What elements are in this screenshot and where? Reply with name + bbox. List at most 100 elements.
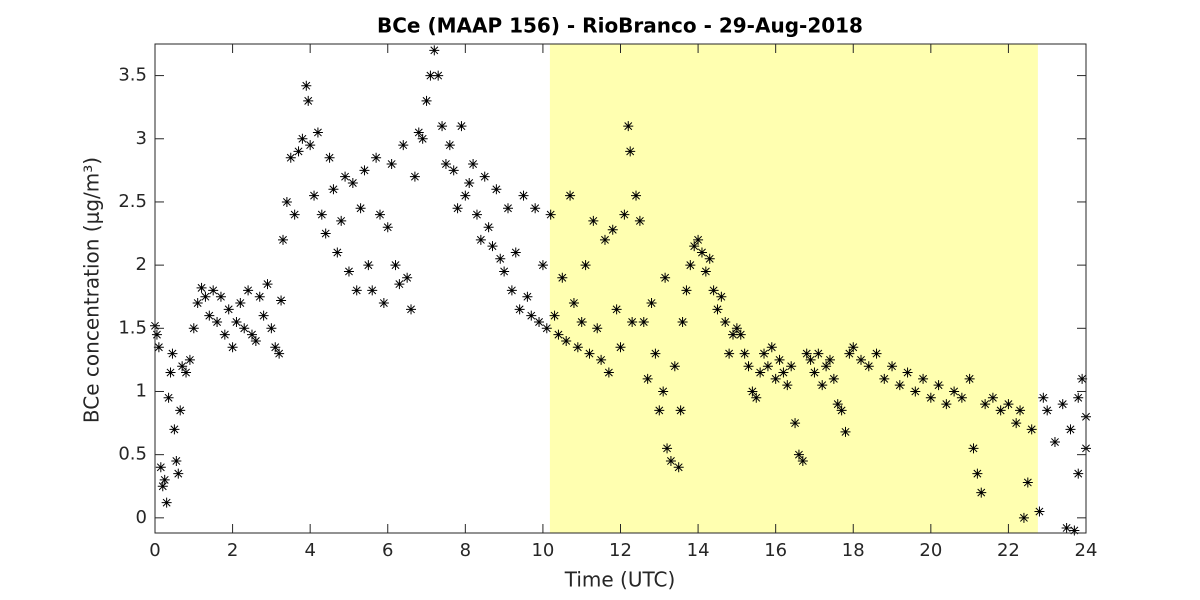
x-tick-label: 6 xyxy=(382,540,393,561)
data-point xyxy=(363,260,374,271)
data-point xyxy=(1003,399,1014,410)
data-point xyxy=(735,329,746,340)
data-point xyxy=(805,354,816,365)
data-point xyxy=(204,310,215,321)
y-tick-label: 2 xyxy=(136,254,147,275)
data-point xyxy=(276,295,287,306)
data-point xyxy=(980,399,991,410)
data-point xyxy=(266,323,277,334)
data-point xyxy=(320,228,331,239)
data-point xyxy=(522,291,533,302)
data-point xyxy=(456,121,467,132)
data-point xyxy=(727,329,738,340)
data-point xyxy=(832,399,843,410)
data-point xyxy=(534,316,545,327)
data-point xyxy=(634,215,645,226)
data-point xyxy=(347,177,358,188)
data-point xyxy=(856,354,867,365)
data-point xyxy=(305,140,316,151)
data-point xyxy=(669,361,680,372)
data-point xyxy=(343,266,354,277)
data-point xyxy=(592,323,603,334)
data-point xyxy=(1034,506,1045,517)
data-point xyxy=(506,285,517,296)
data-point xyxy=(1015,405,1026,416)
y-tick-label: 2.5 xyxy=(118,191,147,212)
data-point xyxy=(894,380,905,391)
data-point xyxy=(1011,418,1022,429)
data-point xyxy=(235,298,246,309)
data-point xyxy=(1042,405,1053,416)
data-point xyxy=(1073,392,1084,403)
data-point xyxy=(615,342,626,353)
data-point xyxy=(747,386,758,397)
data-point xyxy=(301,80,312,91)
data-point xyxy=(673,462,684,473)
data-point xyxy=(619,209,630,220)
data-point xyxy=(355,203,366,214)
data-point xyxy=(572,342,583,353)
data-point xyxy=(623,121,634,132)
data-point xyxy=(918,373,929,384)
data-point xyxy=(448,165,459,176)
data-point xyxy=(390,260,401,271)
data-point xyxy=(1038,392,1049,403)
data-point xyxy=(510,247,521,258)
y-tick-label: 1 xyxy=(136,380,147,401)
data-point xyxy=(289,209,300,220)
data-point xyxy=(762,361,773,372)
data-point xyxy=(188,323,199,334)
data-point xyxy=(433,70,444,81)
data-point xyxy=(541,323,552,334)
data-point xyxy=(406,304,417,315)
data-point xyxy=(479,171,490,182)
data-point xyxy=(995,405,1006,416)
data-point xyxy=(184,354,195,365)
data-point xyxy=(495,253,506,264)
data-point xyxy=(561,335,572,346)
data-point xyxy=(553,329,564,340)
data-point xyxy=(483,222,494,233)
x-tick-label: 14 xyxy=(687,540,710,561)
data-point xyxy=(215,291,226,302)
data-point xyxy=(386,159,397,170)
data-point xyxy=(475,234,486,245)
data-point xyxy=(739,348,750,359)
data-point xyxy=(181,367,192,378)
data-point xyxy=(351,285,362,296)
data-point xyxy=(607,224,618,235)
data-point xyxy=(689,241,700,252)
x-tick-label: 2 xyxy=(227,540,238,561)
data-point xyxy=(398,140,409,151)
data-point xyxy=(278,234,289,245)
x-tick-label: 8 xyxy=(460,540,471,561)
data-point xyxy=(1022,477,1033,488)
data-point xyxy=(312,127,323,138)
data-point xyxy=(1061,522,1072,533)
data-point xyxy=(452,203,463,214)
data-point xyxy=(332,247,343,258)
data-point xyxy=(340,171,351,182)
data-point xyxy=(813,348,824,359)
data-point xyxy=(192,298,203,309)
y-axis-label: BCe concentration (μg/m³) xyxy=(80,157,104,423)
x-tick-label: 18 xyxy=(842,540,865,561)
data-point xyxy=(526,310,537,321)
data-point xyxy=(627,316,638,327)
data-point xyxy=(1077,373,1088,384)
data-point xyxy=(239,323,250,334)
data-point xyxy=(309,190,320,201)
data-point xyxy=(394,279,405,290)
data-point xyxy=(336,215,347,226)
data-point xyxy=(468,159,479,170)
data-point xyxy=(163,392,174,403)
data-point xyxy=(708,285,719,296)
data-point xyxy=(303,95,314,106)
data-point xyxy=(173,468,184,479)
x-tick-label: 0 xyxy=(149,540,160,561)
data-point xyxy=(530,203,541,214)
data-point xyxy=(817,380,828,391)
data-point xyxy=(281,196,292,207)
data-point xyxy=(219,329,230,340)
data-point xyxy=(662,443,673,454)
